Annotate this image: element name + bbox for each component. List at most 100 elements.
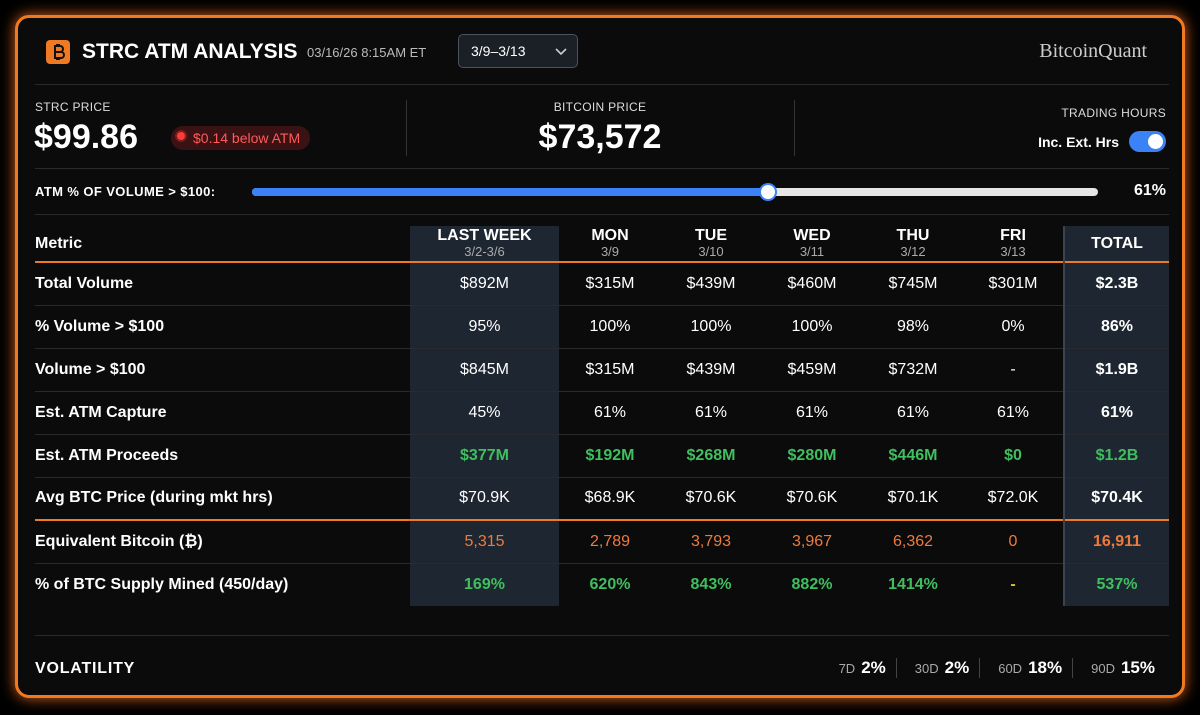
cell: - (1010, 575, 1016, 593)
cell: $446M (888, 446, 938, 464)
cell: $70.4K (1063, 477, 1169, 520)
volatility-label: VOLATILITY (35, 660, 136, 677)
dashboard-panel: STRC ATM ANALYSIS 03/16/26 8:15AM ET 3/9… (15, 15, 1185, 698)
metric-label: % Volume > $100 (35, 317, 165, 335)
toggle-label: Inc. Ext. Hrs (1038, 134, 1119, 150)
ext-hours-toggle[interactable] (1129, 131, 1166, 152)
volatility-period: 30D (914, 661, 939, 676)
table-row: Total Volume $892M $315M $439M $460M $745M $30… (35, 262, 1169, 305)
column-name: TOTAL (1091, 234, 1143, 252)
column-header: WED 3/11 (761, 226, 863, 262)
metric-label: % of BTC Supply Mined (450/day) (35, 575, 289, 593)
cell: $745M (888, 274, 938, 292)
cell: $1.2B (1063, 434, 1169, 477)
separator (794, 100, 795, 156)
table-row: Avg BTC Price (during mkt hrs) $70.9K $68.… (35, 477, 1169, 520)
table-row: Equivalent Bitcoin (₿) 5,315 2,789 3,793 3,9… (35, 520, 1169, 563)
cell: $845M (410, 348, 559, 391)
column-dates: 3/2-3/6 (464, 243, 505, 259)
cell: $301M (988, 274, 1038, 292)
cell: $2.3B (1063, 262, 1169, 305)
date-range-select[interactable]: 3/9–3/13 (458, 34, 578, 68)
column-header: THU 3/12 (863, 226, 963, 262)
header-row: Metric LAST WEEK 3/2-3/6 MON 3/9 TUE 3/10 WED 3/… (35, 226, 1169, 262)
logo-icon (46, 40, 70, 64)
cell: 2,789 (589, 532, 631, 550)
metric-label: Avg BTC Price (during mkt hrs) (35, 489, 273, 507)
cell: 5,315 (410, 520, 559, 563)
cell: $280M (787, 446, 837, 464)
cell: 3,967 (791, 532, 833, 550)
slider-fill (252, 188, 769, 196)
cell: $70.9K (410, 477, 559, 520)
cell: 843% (690, 575, 732, 593)
cell: 0 (1008, 532, 1018, 550)
cell: $268M (686, 446, 736, 464)
cell: $315M (585, 360, 635, 378)
cell: 3,793 (690, 532, 732, 550)
slider-label: ATM % OF VOLUME > $100: (35, 184, 216, 199)
metric-label: Est. ATM Proceeds (35, 446, 179, 464)
volatility-list: 7D 2% 30D 2% 60D 18% 90D 15% (821, 658, 1165, 678)
column-dates: 3/11 (799, 243, 825, 259)
column-header: FRI 3/13 (963, 226, 1064, 262)
cell: $732M (888, 360, 938, 378)
chevron (555, 48, 567, 56)
cell: $892M (410, 262, 559, 305)
cell: $459M (787, 360, 837, 378)
table-row: Volume > $100 $845M $315M $439M $459M $732M - $… (35, 348, 1169, 391)
cell: 100% (690, 317, 732, 335)
strc-label: STRC PRICE (35, 100, 111, 114)
table-row: Est. ATM Capture 45% 61% 61% 61% 61% 61% 61% (35, 391, 1169, 434)
column-name: THU (896, 226, 930, 244)
column-dates: 3/12 (900, 243, 926, 259)
cell: - (1010, 360, 1016, 378)
cell: 1414% (888, 575, 938, 593)
column-header: LAST WEEK 3/2-3/6 (410, 226, 559, 262)
column-name: FRI (1000, 226, 1026, 244)
cell: $315M (585, 274, 635, 292)
column-dates: 3/13 (1000, 243, 1026, 259)
volatility-item: 60D 18% (979, 658, 1072, 678)
cell: $70.1K (887, 489, 939, 507)
cell: 95% (410, 305, 559, 348)
cell: 100% (589, 317, 631, 335)
slider-thumb[interactable] (759, 183, 778, 201)
cell: 620% (589, 575, 631, 593)
cell: 61% (593, 403, 627, 421)
cell: $192M (585, 446, 635, 464)
metrics-table: Metric LAST WEEK 3/2-3/6 MON 3/9 TUE 3/10 WED 3/… (35, 226, 1169, 606)
column-name: TUE (695, 226, 727, 244)
brand: BitcoinQuant (1039, 40, 1147, 62)
column-dates: 3/9 (600, 243, 620, 259)
volatility-period: 90D (1091, 661, 1115, 676)
cell: $1.9B (1063, 348, 1169, 391)
slider-track[interactable] (252, 183, 1098, 201)
cell: 6,362 (892, 532, 934, 550)
cell: 61% (1063, 391, 1169, 434)
volatility-period: 7D (838, 661, 856, 676)
cell: 100% (791, 317, 833, 335)
cell: 86% (1063, 305, 1169, 348)
column-name: MON (591, 226, 629, 244)
column-name: LAST WEEK (437, 226, 532, 244)
btc-label: BITCOIN PRICE (553, 100, 647, 114)
volatility-item: 30D 2% (895, 658, 979, 678)
volatility-value: 18% (1028, 658, 1063, 677)
volatility-value: 15% (1120, 658, 1155, 677)
column-header: TOTAL (1063, 226, 1169, 262)
column-header: TUE 3/10 (661, 226, 761, 262)
cell: $439M (686, 274, 736, 292)
cell: 882% (791, 575, 833, 593)
metric-header: Metric (35, 234, 83, 252)
divider (35, 84, 1169, 85)
cell: $460M (787, 274, 837, 292)
cell: $70.6K (786, 489, 838, 507)
cell: $68.9K (584, 489, 636, 507)
atm-badge: $0.14 below ATM (171, 126, 311, 150)
metric-label: Est. ATM Capture (35, 403, 167, 421)
cell: 169% (410, 563, 559, 606)
cell: $70.6K (685, 489, 737, 507)
cell: 61% (694, 403, 728, 421)
